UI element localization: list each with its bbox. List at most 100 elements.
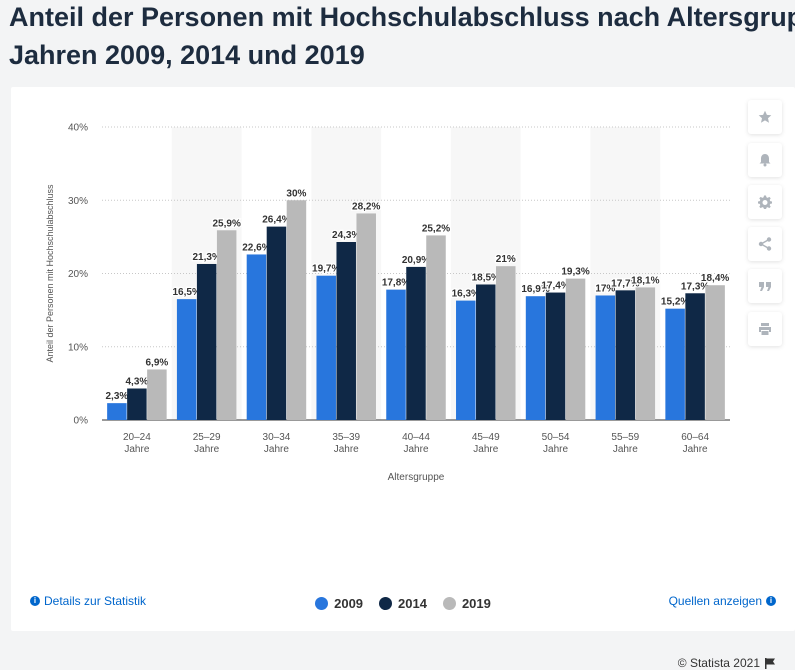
bar-2009 [665, 308, 685, 420]
bar-2019 [496, 266, 516, 420]
bar-2019 [426, 235, 446, 420]
bar-2014 [196, 263, 217, 420]
data-label: 26,4% [262, 215, 290, 226]
bar-2019 [356, 213, 376, 420]
y-tick-label: 20% [68, 269, 88, 280]
bar-2019 [635, 287, 656, 420]
y-tick-label: 30% [68, 196, 88, 207]
bar-2014 [266, 226, 287, 420]
legend-marker [442, 597, 456, 610]
page-title: Anteil der Personen mit Hochschulabschlu… [9, 0, 795, 74]
bar-chart: 0% 10% 20% 30% 40% Anteil der Personen mit Ho… [45, 123, 731, 484]
legend-marker [379, 597, 393, 610]
info-icon: i [766, 596, 776, 606]
data-label: 18,4% [701, 273, 729, 284]
x-tick-label: 30–34 [263, 432, 291, 443]
x-tick-label: 45–49 [472, 432, 500, 443]
data-label: 2,3% [105, 391, 128, 402]
data-label: 16,3% [452, 289, 480, 300]
copyright-text: © Statista 2021 [677, 656, 760, 670]
bar-2009 [525, 296, 546, 420]
x-tick-label: Jahre [194, 444, 219, 455]
bar-2019 [286, 200, 307, 420]
legend-item-2014[interactable]: 2014 [379, 596, 427, 611]
data-label: 19,7% [312, 264, 340, 275]
y-tick-label: 10% [68, 342, 88, 353]
data-label: 17,4% [541, 281, 569, 292]
sources-link-label: Quellen anzeigen [668, 594, 762, 608]
favorite-button[interactable] [748, 100, 782, 134]
x-tick-label: 35–39 [332, 432, 360, 443]
info-icon: i [30, 596, 40, 606]
bar-2009 [246, 254, 267, 420]
chart-card: 0% 10% 20% 30% 40% Anteil der Personen mit Ho… [11, 87, 795, 670]
x-tick-label: Jahre [613, 444, 638, 455]
legend-label: 2009 [334, 596, 364, 611]
data-label: 21,3% [192, 252, 220, 263]
bar-2014 [127, 388, 147, 420]
legend-item-2009[interactable]: 2009 [315, 596, 363, 611]
y-tick-label: 0% [74, 416, 89, 427]
x-tick-label: 25–29 [193, 432, 221, 443]
bar-2014 [406, 266, 426, 420]
print-button[interactable] [748, 312, 782, 346]
quote-icon [759, 282, 771, 291]
title-line-2: Jahren 2009, 2014 und 2019 [9, 40, 365, 70]
data-label: 16,5% [172, 287, 200, 298]
data-label: 18,5% [472, 272, 500, 283]
x-tick-label: Jahre [264, 444, 289, 455]
x-tick-label: 50–54 [542, 432, 570, 443]
legend-label: 2014 [398, 596, 427, 611]
x-axis-label: Altersgruppe [388, 472, 445, 483]
legend-marker [315, 597, 329, 610]
notification-button[interactable] [748, 143, 782, 177]
share-button[interactable] [748, 227, 782, 261]
data-label: 21% [496, 254, 516, 265]
data-label: 19,3% [561, 267, 589, 278]
sources-link[interactable]: Quellen anzeigen i [669, 594, 776, 608]
y-axis-label: Anteil der Personen mit Hochschulabschlu… [45, 184, 55, 363]
bar-2019 [565, 278, 586, 420]
data-label: 28,2% [352, 201, 380, 212]
print-icon [759, 323, 771, 335]
share-icon [758, 237, 772, 251]
x-tick-label: Jahre [124, 444, 149, 455]
bar-2009 [107, 403, 127, 420]
details-link[interactable]: i Details zur Statistik [30, 594, 146, 608]
data-label: 20,9% [402, 255, 430, 266]
data-label: 17,8% [382, 278, 410, 289]
bar-2014 [476, 284, 496, 420]
bar-2009 [595, 295, 616, 420]
cite-button[interactable] [748, 269, 782, 303]
data-label: 18,1% [631, 275, 659, 286]
settings-button[interactable] [748, 185, 782, 219]
data-label: 22,6% [242, 242, 270, 253]
copyright: © Statista 2021 [678, 656, 776, 670]
data-label: 6,9% [145, 357, 168, 368]
x-tick-label: Jahre [543, 444, 568, 455]
x-tick-label: 55–59 [611, 432, 639, 443]
legend-label: 2019 [461, 596, 491, 611]
data-label: 24,3% [332, 230, 360, 241]
data-label: 15,2% [661, 297, 689, 308]
x-tick-label: 20–24 [123, 432, 151, 443]
data-label: 17% [595, 283, 615, 294]
bar-2014 [336, 242, 356, 420]
y-tick-label: 40% [68, 123, 88, 134]
data-label: 16,9% [521, 284, 549, 295]
bar-2019 [705, 285, 725, 420]
x-tick-label: 60–64 [681, 432, 709, 443]
legend-item-2019[interactable]: 2019 [442, 596, 491, 611]
bar-2014 [685, 293, 705, 420]
x-tick-label: Jahre [403, 444, 428, 455]
bar-2009 [316, 275, 336, 420]
bar-2009 [386, 289, 406, 420]
data-label: 25,9% [212, 218, 240, 229]
flag-icon[interactable] [764, 657, 776, 669]
data-label: 17,3% [681, 281, 709, 292]
bar-2019 [216, 230, 237, 420]
bar-2014 [615, 290, 636, 420]
x-tick-label: Jahre [334, 444, 359, 455]
gear-icon [758, 195, 772, 209]
title-line-1: Anteil der Personen mit Hochschulabschlu… [9, 2, 795, 32]
